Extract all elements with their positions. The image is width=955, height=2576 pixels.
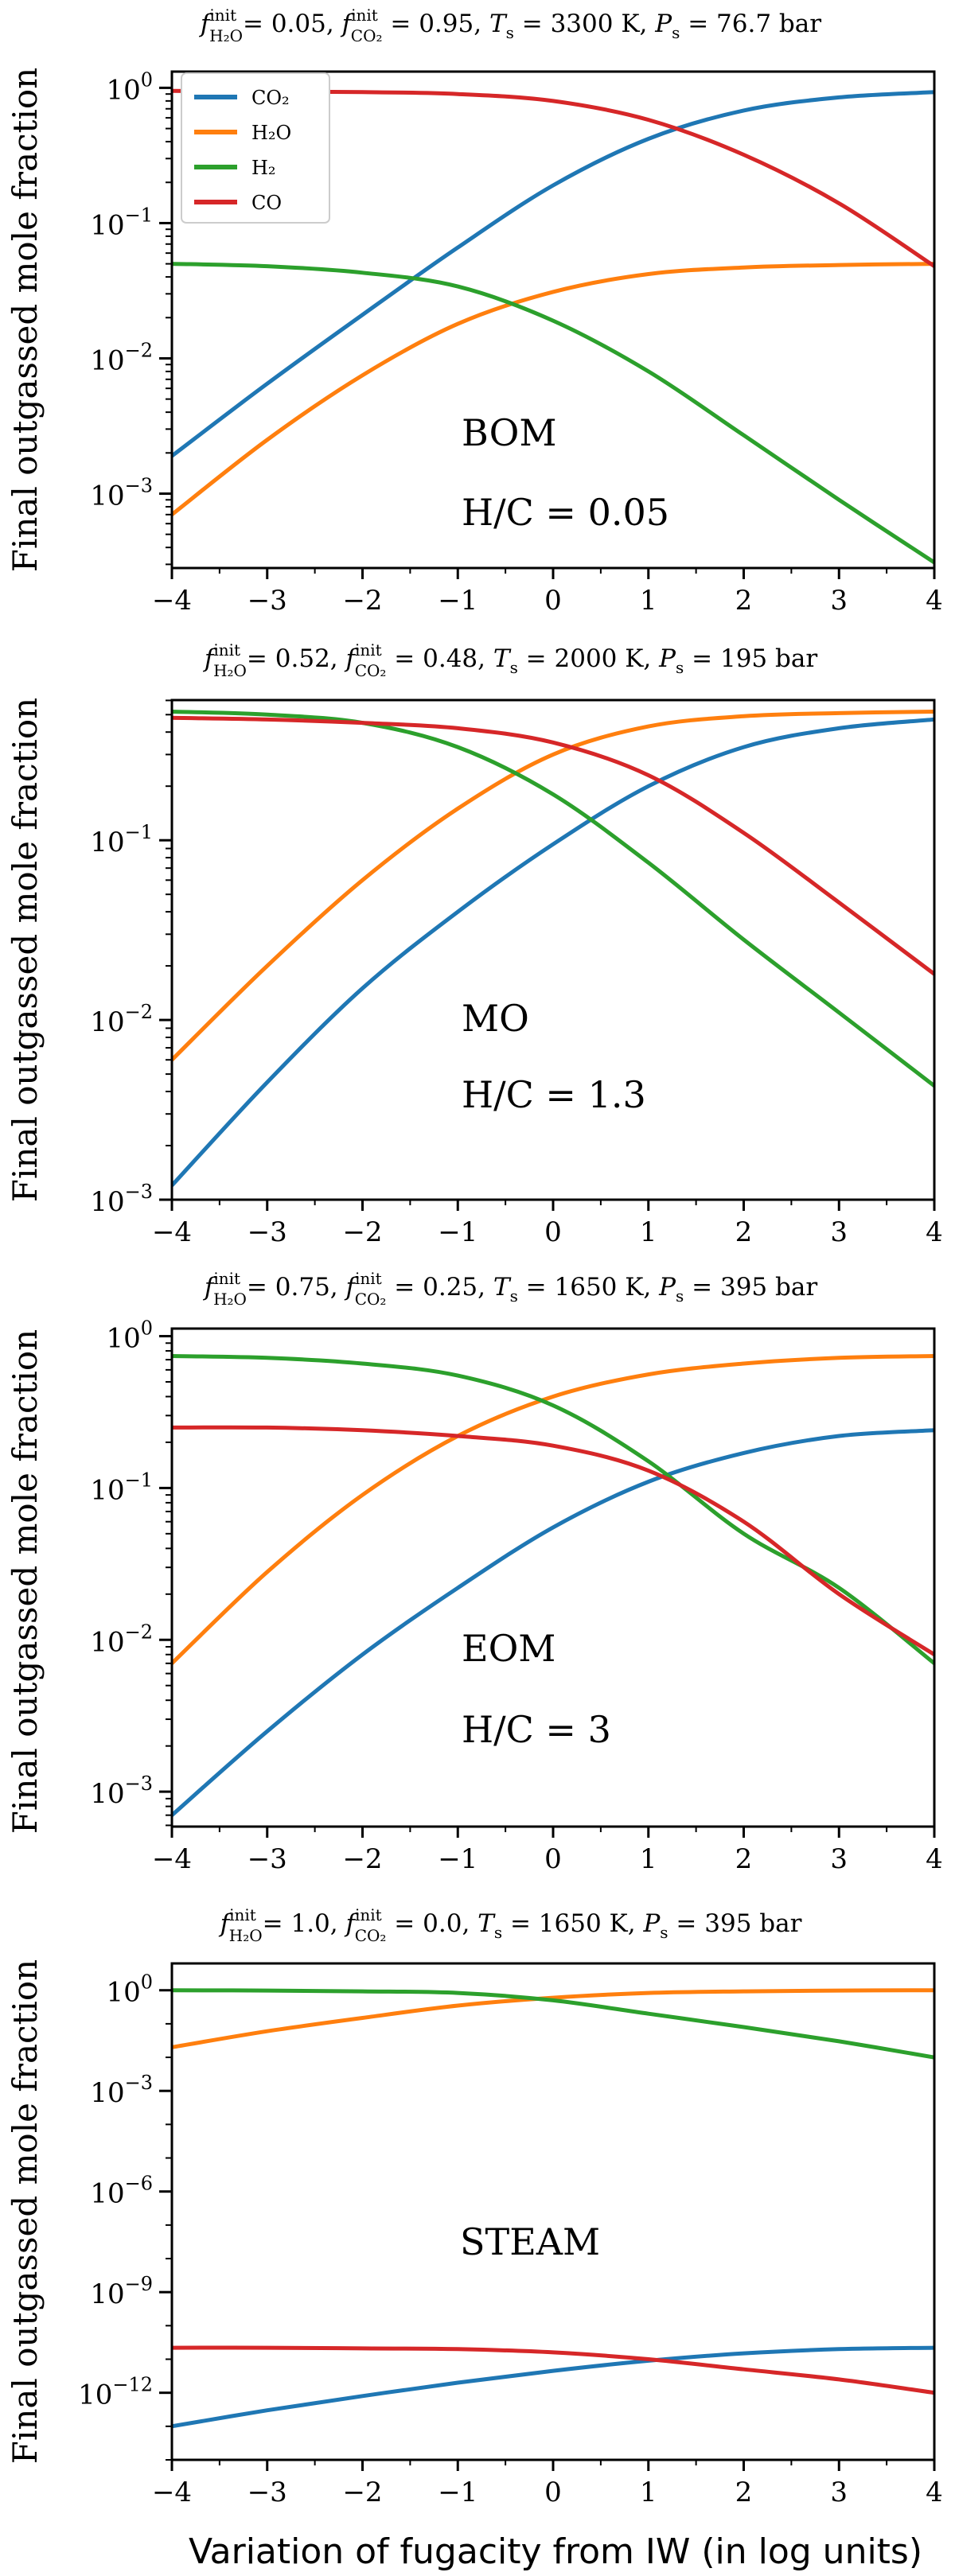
y-tick-label: 100 xyxy=(106,1971,153,2009)
x-tick-label: 0 xyxy=(544,585,562,617)
x-tick-label: 0 xyxy=(544,1216,562,1248)
x-tick-label: 4 xyxy=(926,1843,943,1875)
y-tick-label: 100 xyxy=(106,68,153,106)
x-tick-label: −1 xyxy=(438,1843,477,1875)
y-tick-label: 10−12 xyxy=(78,2374,153,2411)
x-tick-label: 2 xyxy=(735,585,753,617)
y-tick-label: 10−1 xyxy=(90,1469,153,1506)
series-line-h2o xyxy=(172,710,934,1061)
series-line-co2 xyxy=(172,2345,934,2429)
chart-panel-steam: finit H₂O= 1.0, finit CO₂ = 0.0, Ts = 1650… xyxy=(6,1905,943,2572)
x-tick-label: 2 xyxy=(735,1843,753,1875)
y-tick-label: 10−6 xyxy=(90,2173,153,2210)
panel-title: finit H₂O= 0.75, finit CO₂ = 0.25, Ts = 16… xyxy=(203,1269,817,1309)
legend-label-h2: H₂ xyxy=(251,157,276,179)
legend: CO₂ H₂O H₂ CO xyxy=(181,72,330,224)
x-tick-label: 1 xyxy=(640,1216,657,1248)
x-tick-label: −4 xyxy=(152,585,192,617)
x-tick-label: −3 xyxy=(248,2477,287,2508)
x-tick-label: −3 xyxy=(248,1216,287,1248)
annotation-regime: BOM xyxy=(462,411,556,454)
x-tick-label: 2 xyxy=(735,1216,753,1248)
series-line-co2 xyxy=(172,717,934,1187)
y-axis-label: Final outgassed mole fraction xyxy=(6,698,45,1202)
x-tick-label: 2 xyxy=(735,2477,753,2508)
series-line-h2 xyxy=(172,262,934,565)
y-tick-label: 10−3 xyxy=(90,1772,153,1810)
x-tick-label: −2 xyxy=(342,2477,382,2508)
x-tick-label: −2 xyxy=(342,1843,382,1875)
x-tick-label: −3 xyxy=(248,1843,287,1875)
x-tick-label: 1 xyxy=(640,585,657,617)
x-tick-label: −2 xyxy=(342,1216,382,1248)
annotation-hc-ratio: H/C = 0.05 xyxy=(462,491,669,534)
series-line-co xyxy=(172,1425,934,1656)
x-tick-label: −4 xyxy=(152,2477,192,2508)
plot-area: −4 −3 −2 −1 0 1 2 3 4 100 10−1 10−2 10−3 xyxy=(90,1317,942,1875)
y-tick-label: 10−3 xyxy=(90,474,153,512)
y-tick-label: 10−9 xyxy=(90,2273,153,2310)
y-axis-label: Final outgassed mole fraction xyxy=(6,1329,45,1834)
series-line-h2o xyxy=(172,1988,934,2049)
panel-title: finit H₂O= 0.05, finit CO₂ = 0.95, Ts = 33… xyxy=(199,6,821,45)
x-tick-label: −4 xyxy=(152,1216,192,1248)
panel-title: finit H₂O= 1.0, finit CO₂ = 0.0, Ts = 1650… xyxy=(219,1905,802,1945)
x-tick-label: 4 xyxy=(926,1216,943,1248)
annotation-regime: STEAM xyxy=(460,2220,600,2263)
annotation-regime: EOM xyxy=(462,1627,555,1670)
y-tick-label: 10−2 xyxy=(90,339,153,376)
x-tick-label: 3 xyxy=(830,1216,848,1248)
x-tick-label: 3 xyxy=(830,2477,848,2508)
chart-panel-eom: finit H₂O= 0.75, finit CO₂ = 0.25, Ts = 16… xyxy=(6,1269,943,1875)
x-tick-label: −2 xyxy=(342,585,382,617)
annotation-hc-ratio: H/C = 1.3 xyxy=(462,1073,646,1116)
y-axis-label: Final outgassed mole fraction xyxy=(6,1959,45,2464)
y-axis-label: Final outgassed mole fraction xyxy=(6,68,45,572)
legend-label-h2o: H₂O xyxy=(251,122,291,144)
legend-label-co2: CO₂ xyxy=(251,87,290,109)
legend-box xyxy=(181,72,330,224)
x-tick-label: −1 xyxy=(438,1216,477,1248)
annotation-regime: MO xyxy=(462,997,529,1040)
series-line-h2 xyxy=(172,1988,934,2060)
series-line-co2 xyxy=(172,1428,934,1817)
x-tick-label: 4 xyxy=(926,2477,943,2508)
y-tick-label: 10−3 xyxy=(90,2072,153,2109)
x-axis-label: Variation of fugacity from IW (in log un… xyxy=(189,2531,922,2572)
plot-area: −4 −3 −2 −1 0 1 2 3 4 100 10−1 10−2 10−3 xyxy=(90,68,942,617)
x-tick-label: −1 xyxy=(438,2477,477,2508)
y-tick-label: 10−1 xyxy=(90,821,153,858)
x-tick-label: 1 xyxy=(640,2477,657,2508)
y-tick-label: 10−1 xyxy=(90,204,153,241)
annotation-hc-ratio: H/C = 3 xyxy=(462,1708,611,1751)
series-line-h2o xyxy=(172,262,934,516)
x-tick-label: −4 xyxy=(152,1843,192,1875)
x-tick-label: 0 xyxy=(544,2477,562,2508)
y-tick-label: 10−3 xyxy=(90,1181,153,1218)
series-line-h2 xyxy=(172,710,934,1088)
chart-panel-bom: finit H₂O= 0.05, finit CO₂ = 0.95, Ts = 33… xyxy=(6,6,943,617)
series-line-co xyxy=(172,715,934,976)
series-line-co xyxy=(172,2345,934,2395)
legend-label-co: CO xyxy=(251,192,282,214)
x-tick-label: 0 xyxy=(544,1843,562,1875)
x-tick-label: −3 xyxy=(248,585,287,617)
x-tick-label: −1 xyxy=(438,585,477,617)
series-line-co2 xyxy=(172,90,934,458)
y-tick-label: 100 xyxy=(106,1317,153,1355)
chart-panel-mo: finit H₂O= 0.52, finit CO₂ = 0.48, Ts = 20… xyxy=(6,640,943,1248)
plot-area: −4 −3 −2 −1 0 1 2 3 4 100 10−3 10−6 10−9 10−12 xyxy=(78,1962,943,2508)
x-tick-label: 3 xyxy=(830,585,848,617)
y-tick-label: 10−2 xyxy=(90,1001,153,1038)
panel-title: finit H₂O= 0.52, finit CO₂ = 0.48, Ts = 20… xyxy=(203,640,817,680)
x-tick-label: 1 xyxy=(640,1843,657,1875)
x-tick-label: 3 xyxy=(830,1843,848,1875)
y-tick-label: 10−2 xyxy=(90,1621,153,1658)
series-line-h2 xyxy=(172,1354,934,1665)
x-tick-label: 4 xyxy=(926,585,943,617)
plot-area: −4 −3 −2 −1 0 1 2 3 4 10−1 10−2 10−3 xyxy=(90,698,943,1248)
